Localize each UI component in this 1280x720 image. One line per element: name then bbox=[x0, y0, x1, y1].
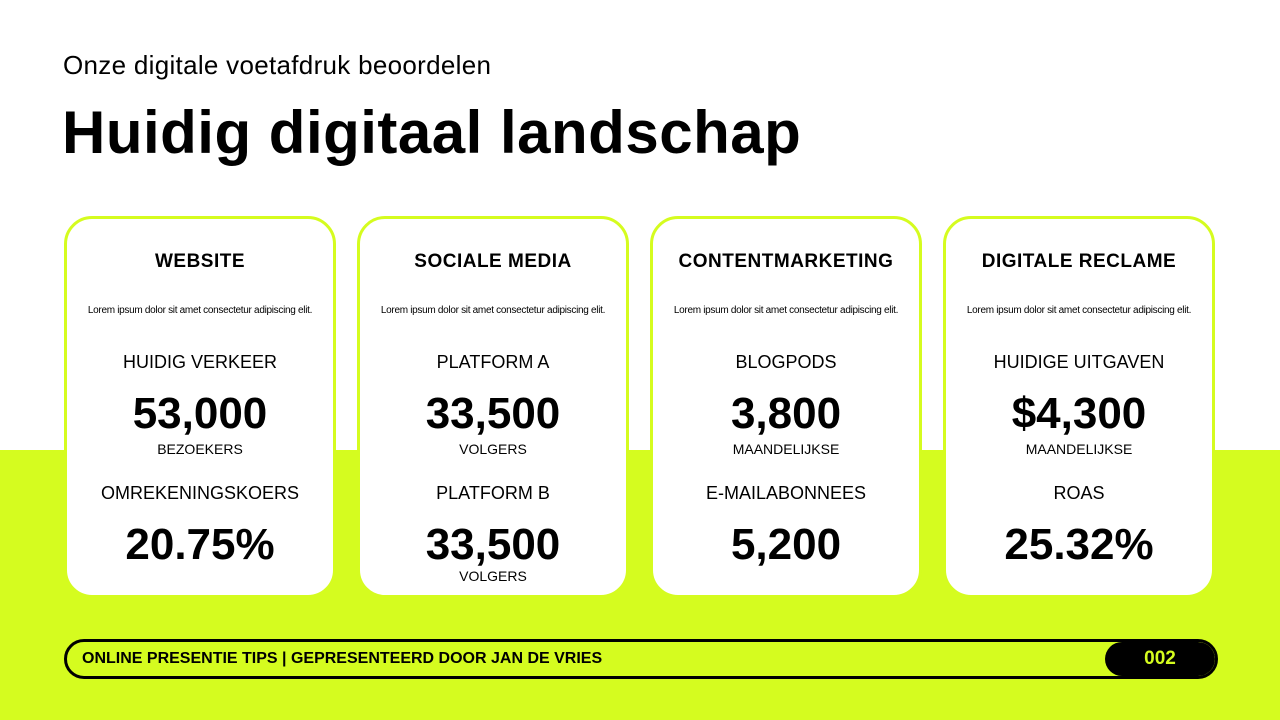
subtitle: Onze digitale voetafdruk beoordelen bbox=[63, 50, 492, 80]
metric-value: 33,500 bbox=[425, 520, 561, 569]
card: DIGITALE RECLAME Lorem ipsum dolor sit am… bbox=[943, 216, 1215, 598]
title: Huidig digitaal landschap bbox=[62, 99, 802, 166]
metric-label: ROAS bbox=[1053, 483, 1105, 503]
metric-unit: VOLGERS bbox=[459, 568, 527, 584]
metric-label: OMREKENINGSKOERS bbox=[100, 483, 300, 503]
card: CONTENTMARKETING Lorem ipsum dolor sit am… bbox=[650, 216, 922, 598]
metric-value: $4,300 bbox=[1011, 389, 1147, 438]
metric-value: 33,500 bbox=[425, 389, 561, 438]
metric-value: 5,200 bbox=[730, 520, 842, 569]
footer: ONLINE PRESENTIE TIPS | GEPRESENTEERD DO… bbox=[64, 639, 1218, 679]
metric-value: 3,800 bbox=[730, 389, 842, 438]
card: SOCIALE MEDIA Lorem ipsum dolor sit amet … bbox=[357, 216, 629, 598]
card-title: WEBSITE bbox=[154, 251, 246, 272]
page-number: 002 bbox=[1105, 642, 1215, 676]
metric-label: HUIDIG VERKEER bbox=[122, 352, 278, 372]
card-title: SOCIALE MEDIA bbox=[414, 251, 572, 272]
metric-label: PLATFORM B bbox=[436, 483, 550, 503]
card-description: Lorem ipsum dolor sit amet consectetur a… bbox=[673, 305, 899, 316]
metric-unit: MAANDELIJKSE bbox=[1025, 441, 1133, 457]
card-description: Lorem ipsum dolor sit amet consectetur a… bbox=[380, 305, 606, 316]
metric-label: BLOGPODS bbox=[735, 352, 837, 372]
metric-value: 25.32% bbox=[1004, 520, 1154, 569]
metric-unit: BEZOEKERS bbox=[157, 441, 243, 457]
card-description: Lorem ipsum dolor sit amet consectetur a… bbox=[87, 305, 313, 316]
footer-text: ONLINE PRESENTIE TIPS | GEPRESENTEERD DO… bbox=[82, 650, 603, 667]
metric-label: E-MAILABONNEES bbox=[705, 483, 867, 503]
metric-label: PLATFORM A bbox=[436, 352, 550, 372]
card-description: Lorem ipsum dolor sit amet consectetur a… bbox=[966, 305, 1192, 316]
metric-unit: VOLGERS bbox=[459, 441, 527, 457]
card: WEBSITE Lorem ipsum dolor sit amet consec… bbox=[64, 216, 336, 598]
metric-value: 53,000 bbox=[132, 389, 268, 438]
card-title: CONTENTMARKETING bbox=[678, 251, 894, 272]
metric-unit: MAANDELIJKSE bbox=[732, 441, 840, 457]
metric-label: HUIDIGE UITGAVEN bbox=[993, 352, 1165, 372]
metric-value: 20.75% bbox=[125, 520, 275, 569]
card-title: DIGITALE RECLAME bbox=[981, 251, 1177, 272]
